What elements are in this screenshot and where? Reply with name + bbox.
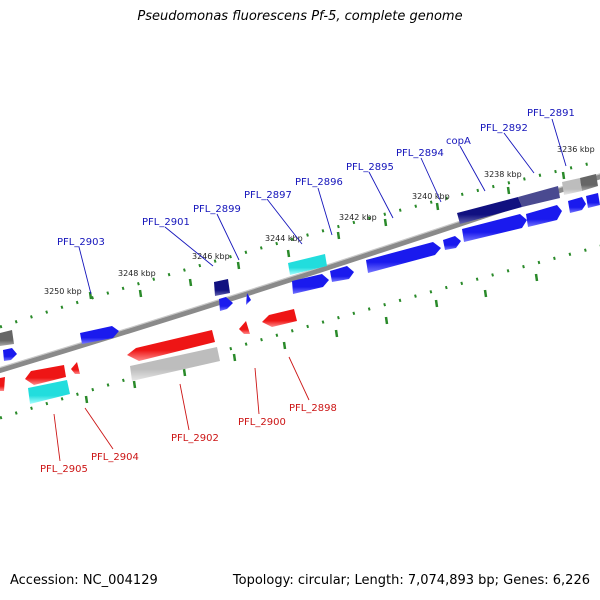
kbp-label: 3240 kbp [412,192,450,201]
gene-feature [71,362,80,374]
gene-label: PFL_2903 [57,237,105,248]
genome-summary-text: Topology: circular; Length: 7,074,893 bp… [232,573,590,588]
kbp-label: 3236 kbp [557,145,595,154]
gene-label: PFL_2899 [193,204,241,215]
reverse-genes[interactable] [0,309,297,404]
gene-feature [219,297,233,311]
accession-text: Accession: NC_004129 [10,573,158,588]
gene-feature [580,174,598,191]
gene-label: PFL_2895 [346,162,394,173]
gene-feature [526,205,562,227]
forward-genes[interactable] [0,174,600,361]
gene-label: PFL_2897 [244,190,292,201]
gene-feature [562,178,582,195]
reverse-leaders [53,356,310,462]
kbp-label: 3242 kbp [339,213,377,222]
gene-label: PFL_2891 [527,108,575,119]
gene-feature [443,236,461,250]
gene-label: PFL_2902 [171,433,219,444]
kbp-label: 3244 kbp [265,234,303,243]
gene-feature [366,242,441,273]
gene-label: PFL_2894 [396,148,444,159]
gene-feature [28,380,70,404]
kbp-label: 3238 kbp [484,170,522,179]
map-title: Pseudomonas fluorescens Pf-5, complete g… [137,9,463,24]
gene-label: PFL_2896 [295,177,343,188]
gene-label: PFL_2892 [480,123,528,134]
gene-feature [462,214,527,242]
gene-feature [518,186,560,207]
gene-label: copA [446,136,471,147]
gene-feature [0,330,14,346]
gene-feature [80,326,119,344]
gene-feature [214,279,230,296]
gene-feature [457,197,522,224]
gene-label: PFL_2898 [289,403,337,414]
kbp-label: 3246 kbp [192,252,230,261]
gene-feature [3,348,17,361]
gene-feature [586,193,600,208]
gene-feature [330,266,354,282]
gene-label: PFL_2904 [91,452,139,463]
gene-feature [239,321,250,334]
gene-label: PFL_2901 [142,217,190,228]
major-ticks [84,171,566,404]
gene-feature [288,254,327,275]
gene-feature [292,274,329,294]
gene-feature [262,309,297,327]
gene-feature [568,197,586,213]
gene-label: PFL_2905 [40,464,88,475]
kbp-label: 3250 kbp [44,287,82,296]
gene-label: PFL_2900 [238,417,286,428]
forward-leaders [78,118,567,295]
gene-feature [127,330,215,361]
gene-feature [25,365,66,385]
gene-feature [0,377,5,391]
gene-feature [130,347,220,381]
kbp-label: 3248 kbp [118,269,156,278]
gene-feature [246,293,251,305]
